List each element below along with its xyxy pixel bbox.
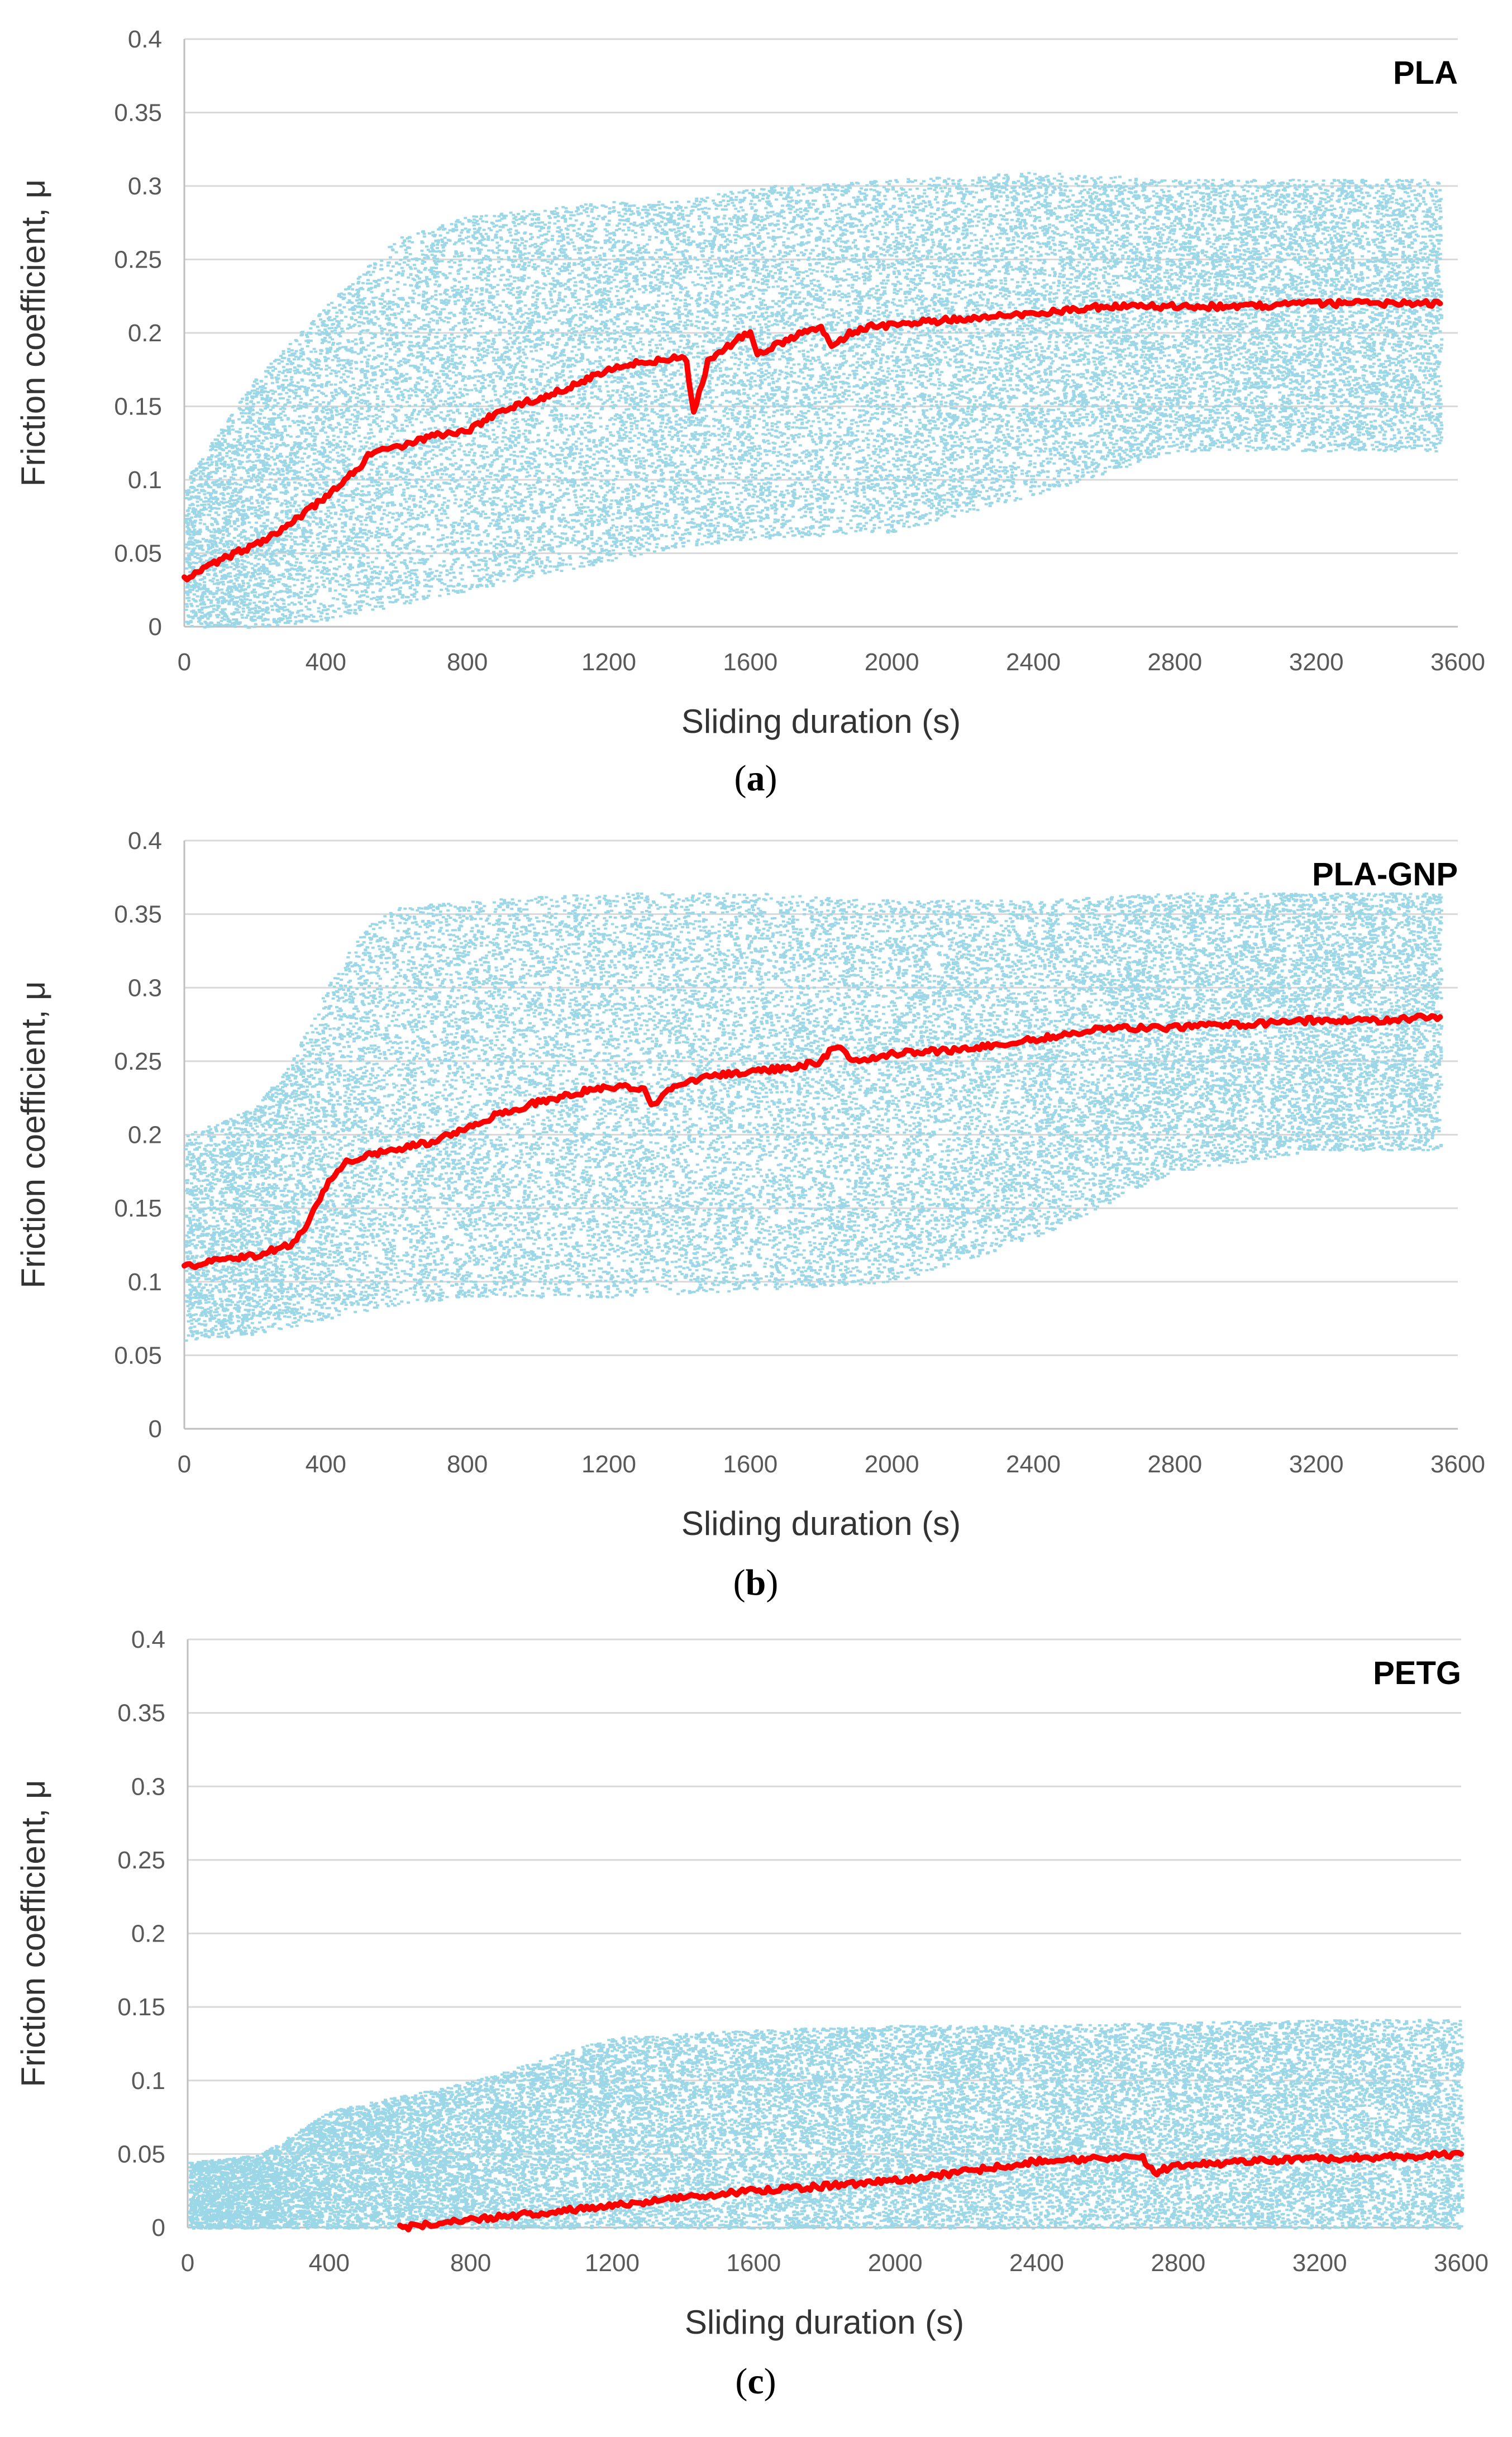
x-tick-label: 3200 <box>1289 1451 1344 1478</box>
y-tick-label: 0.2 <box>128 1122 162 1149</box>
x-tick-label: 3600 <box>1430 1451 1485 1478</box>
y-tick-label: 0.3 <box>128 173 162 200</box>
y-tick-label: 0.05 <box>117 2140 165 2168</box>
y-tick-label: 0.35 <box>114 901 162 928</box>
x-tick-label: 3200 <box>1289 648 1344 676</box>
chart-panel-a: 0 0.05 0.1 0.15 0.2 0.25 0.3 0.35 0.4 0 400 800 1200… <box>15 26 1485 799</box>
x-axis-title: Sliding duration (s) <box>681 703 961 740</box>
scatter-series <box>188 2019 1465 2230</box>
x-tick-label: 1200 <box>581 648 636 676</box>
x-tick-label: 400 <box>306 1451 346 1478</box>
y-tick-label: 0.1 <box>128 466 162 494</box>
mean-line <box>182 1012 1443 1270</box>
x-tick-label: 800 <box>450 2249 491 2277</box>
y-tick-label: 0.35 <box>117 1700 165 1727</box>
x-tick-label: 2800 <box>1147 648 1202 676</box>
x-tick-label: 2000 <box>868 2249 923 2277</box>
x-tick-label: 3200 <box>1292 2249 1347 2277</box>
y-tick-label: 0.3 <box>131 1773 165 1800</box>
panel-title: PLA <box>1393 55 1458 91</box>
x-tick-label: 2400 <box>1006 1451 1061 1478</box>
x-tick-label: 2000 <box>865 648 919 676</box>
x-tick-label: 2000 <box>865 1451 919 1478</box>
y-tick-label: 0.35 <box>114 99 162 127</box>
x-tick-label: 2400 <box>1009 2249 1064 2277</box>
y-tick-label: 0.25 <box>117 1847 165 1874</box>
y-tick-label: 0 <box>149 613 162 641</box>
x-tick-label: 1600 <box>723 648 778 676</box>
x-tick-label: 1200 <box>585 2249 640 2277</box>
panel-caption: (b) <box>733 1562 779 1603</box>
y-tick-label: 0.05 <box>114 1342 162 1369</box>
x-tick-label: 800 <box>447 648 488 676</box>
x-axis-title: Sliding duration (s) <box>685 2304 964 2341</box>
y-tick-label: 0.15 <box>117 1994 165 2021</box>
chart-panel-c: 0 0.05 0.1 0.15 0.2 0.25 0.3 0.35 0.4 0 400 800 1200… <box>15 1626 1489 2402</box>
y-tick-label: 0.05 <box>114 540 162 567</box>
y-tick-label: 0.3 <box>128 974 162 1001</box>
y-axis-title: Friction coefficient, μ <box>15 1780 52 2087</box>
mean-line <box>182 298 1443 583</box>
y-tick-label: 0.4 <box>128 827 162 855</box>
scatter-series <box>184 892 1444 1342</box>
y-axis-title: Friction coefficient, μ <box>15 981 52 1288</box>
y-tick-label: 0 <box>152 2214 165 2242</box>
x-tick-label: 1200 <box>581 1451 636 1478</box>
y-tick-label: 0.15 <box>114 393 162 421</box>
y-tick-label: 0.2 <box>131 1920 165 1948</box>
y-tick-label: 0.1 <box>131 2067 165 2095</box>
x-tick-label: 2800 <box>1151 2249 1205 2277</box>
panel-title: PETG <box>1373 1655 1461 1691</box>
y-tick-label: 0.4 <box>131 1626 165 1653</box>
x-tick-label: 0 <box>178 648 191 676</box>
y-tick-label: 0.25 <box>114 246 162 274</box>
x-tick-label: 1600 <box>723 1451 778 1478</box>
y-axis-title: Friction coefficient, μ <box>15 179 52 487</box>
x-tick-label: 400 <box>309 2249 350 2277</box>
panel-title: PLA-GNP <box>1312 856 1458 893</box>
y-tick-label: 0.1 <box>128 1268 162 1296</box>
panel-caption: (a) <box>734 758 778 799</box>
x-tick-label: 400 <box>306 648 346 676</box>
y-tick-label: 0.2 <box>128 319 162 347</box>
x-tick-label: 1600 <box>726 2249 781 2277</box>
x-tick-label: 0 <box>181 2249 194 2277</box>
x-tick-label: 2800 <box>1147 1451 1202 1478</box>
chart-panel-b: 0 0.05 0.1 0.15 0.2 0.25 0.3 0.35 0.4 0 400 800 1200… <box>15 827 1485 1603</box>
x-tick-label: 3600 <box>1430 648 1485 676</box>
y-tick-label: 0.15 <box>114 1195 162 1222</box>
x-tick-label: 0 <box>178 1451 191 1478</box>
panel-caption: (c) <box>735 2361 776 2402</box>
scatter-series <box>184 171 1444 629</box>
x-tick-label: 800 <box>447 1451 488 1478</box>
y-tick-label: 0.25 <box>114 1048 162 1075</box>
x-tick-label: 2400 <box>1006 648 1061 676</box>
scatter-points <box>184 171 1444 629</box>
y-tick-label: 0 <box>149 1415 162 1443</box>
scatter-points <box>184 892 1444 1342</box>
mean-line <box>397 2149 1464 2233</box>
scatter-points <box>188 2019 1465 2230</box>
y-tick-label: 0.4 <box>128 26 162 53</box>
x-axis-title: Sliding duration (s) <box>681 1505 961 1542</box>
x-tick-label: 3600 <box>1434 2249 1489 2277</box>
